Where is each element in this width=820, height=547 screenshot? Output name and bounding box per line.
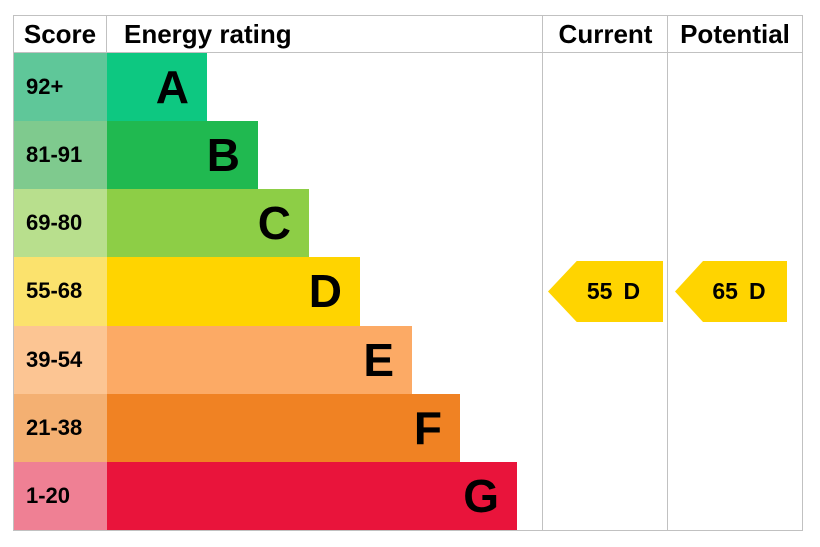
chart-header-row: Score Energy rating Current Potential [14,16,802,53]
band-letter: F [413,401,442,454]
score-column-header: Score [14,16,107,52]
band-letter: A [155,61,189,114]
potential-column-divider [667,16,668,530]
band-row-c: 69-80 C [14,189,802,258]
band-bar: F [107,393,460,462]
current-rating-band: D [623,278,641,304]
potential-rating-band: D [748,278,766,304]
band-letter: B [206,129,240,182]
band-letter: C [257,197,291,250]
band-bar: D [107,257,360,326]
band-row-e: 39-54 E [14,325,802,394]
band-score-range: 1-20 [14,461,107,530]
band-row-f: 21-38 F [14,393,802,462]
current-column-header: Current [558,18,653,49]
current-rating-value: 55 [586,278,613,304]
band-row-g: 1-20 G [14,461,802,530]
band-letter: D [308,265,342,318]
band-score-range: 69-80 [14,189,107,258]
band-bar: C [107,189,309,258]
potential-rating-arrow: 65 D [675,261,787,322]
band-row-b: 81-91 B [14,121,802,190]
band-bar: A [107,53,207,122]
band-letter: E [363,333,394,386]
band-score-range: 39-54 [14,325,107,394]
epc-rating-chart: Score Energy rating Current Potential 92… [13,15,803,531]
band-row-d: 55-68 D [14,257,802,326]
energy-rating-column-header: Energy rating [124,18,292,49]
band-letter: G [463,469,499,522]
band-bar: G [107,461,517,530]
potential-column-header: Potential [680,18,790,49]
band-score-range: 92+ [14,53,107,122]
potential-rating-value: 65 [712,278,738,304]
current-column-divider [542,16,543,530]
band-score-range: 81-91 [14,121,107,190]
band-score-range: 55-68 [14,257,107,326]
current-rating-arrow: 55 D [548,261,663,322]
band-row-a: 92+ A [14,53,802,122]
band-bar: B [107,121,258,190]
band-score-range: 21-38 [14,393,107,462]
band-bar: E [107,325,412,394]
band-rows: 92+ A 81-91 B 69-80 C 55-68 D 39-54 E 21… [14,53,802,530]
